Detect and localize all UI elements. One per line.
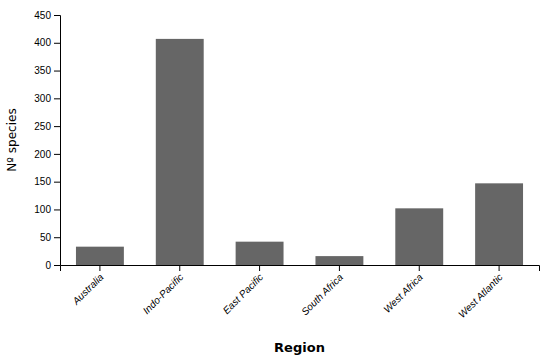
y-tick: 250 [34,121,60,132]
axis-line [61,266,540,272]
bar [315,256,363,265]
x-tick: Indo-Pacific [141,265,186,316]
y-tick: 400 [34,37,60,48]
tick-label: 200 [34,149,51,160]
x-axis-title: Region [274,340,325,355]
chart: 0 50 100 150 200 250 300 350 400 450 Australia Indo… [0,0,559,360]
x-tick: South Africa [299,265,345,317]
tick-label: Indo-Pacific [141,271,186,316]
tick-label: Australia [70,271,106,307]
x-tick: West Africa [381,265,425,315]
tick-mark [54,154,60,155]
x-axis: Australia Indo-Pacific East Pacific South A… [61,265,540,320]
bar [475,183,523,265]
y-tick: 200 [34,149,60,160]
tick-mark [54,182,60,183]
tick-label: East Pacific [221,271,266,316]
tick-label: 350 [34,65,51,76]
y-axis-title: Nº species [5,108,19,171]
tick-label: 100 [34,204,51,215]
tick-mark [179,265,180,271]
tick-mark [499,265,500,271]
tick-label: South Africa [299,271,345,317]
y-tick: 0 [45,260,60,271]
tick-mark [259,265,260,271]
y-tick: 300 [34,93,60,104]
x-tick: East Pacific [221,265,266,316]
y-tick: 150 [34,176,60,187]
bar [395,208,443,265]
tick-label: 400 [34,37,51,48]
x-tick: Australia [70,265,106,307]
tick-label: 0 [45,260,51,271]
tick-mark [54,71,60,72]
tick-label: West Atlantic [456,271,505,320]
y-tick: 450 [34,10,60,21]
tick-mark [54,98,60,99]
tick-mark [54,265,60,266]
tick-mark [54,15,60,16]
tick-mark [339,265,340,271]
x-tick: West Atlantic [456,265,505,320]
y-axis: 0 50 100 150 200 250 300 350 400 450 [34,10,60,271]
tick-label: 50 [40,232,52,243]
y-tick: 50 [40,232,60,243]
bar [76,247,124,265]
tick-mark [54,209,60,210]
tick-mark [54,237,60,238]
tick-label: 300 [34,93,51,104]
y-tick: 100 [34,204,60,215]
tick-label: 150 [34,176,51,187]
axis-line [54,16,61,266]
bars [76,39,523,265]
tick-label: West Africa [381,271,425,315]
tick-mark [54,126,60,127]
tick-label: 450 [34,10,51,21]
tick-mark [54,43,60,44]
bar [156,39,204,265]
bar [236,242,284,265]
plot: 0 50 100 150 200 250 300 350 400 450 Australia Indo… [34,10,539,320]
y-tick: 350 [34,65,60,76]
tick-mark [99,265,100,271]
tick-label: 250 [34,121,51,132]
tick-mark [419,265,420,271]
